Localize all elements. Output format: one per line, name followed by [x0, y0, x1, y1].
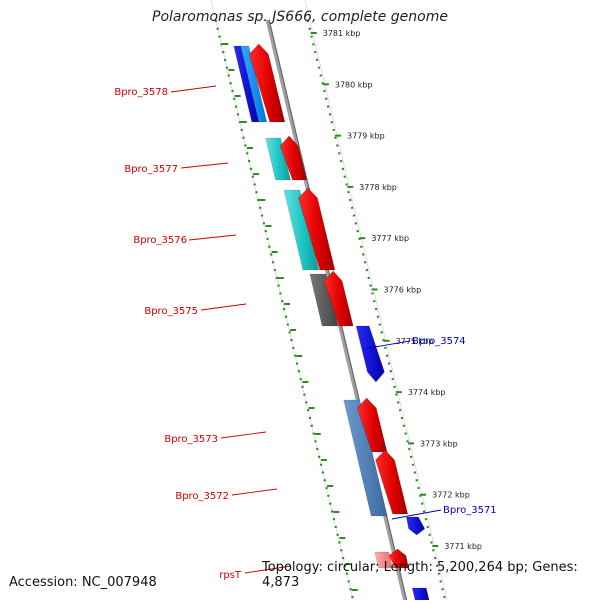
left-dotted-line — [214, 19, 355, 601]
bpro3573-arrow — [356, 397, 388, 453]
gene-leader-line — [391, 509, 442, 520]
features-layer — [233, 43, 430, 601]
gene-leader-line — [231, 488, 278, 496]
gene-label: Bpro_3573 — [164, 434, 218, 445]
gene-leader-line — [200, 303, 247, 311]
kbp-label: 3781 kbp — [323, 29, 361, 38]
bpro3576-lane — [283, 189, 320, 271]
kbp-label: 3780 kbp — [335, 80, 373, 89]
kbp-label: 3779 kbp — [347, 132, 385, 141]
gene-label: Bpro_3578 — [114, 87, 168, 98]
gene-label: Bpro_3577 — [124, 164, 178, 175]
kbp-label: 3775 kbp — [396, 337, 434, 346]
labels-layer: Bpro_3578 Bpro_3577 Bpro_3576 Bpro_3575 Bpro… — [114, 85, 497, 581]
gene-label: Bpro_3575 — [144, 306, 198, 317]
bpro3572-arrow — [375, 449, 409, 515]
gene-label: Bpro_3576 — [133, 235, 187, 246]
gene-leader-line — [362, 340, 411, 350]
kbp-label: 3774 kbp — [408, 388, 446, 397]
kbp-label: 3777 kbp — [371, 234, 409, 243]
kbp-label: 3772 kbp — [432, 491, 470, 500]
bpro3578-arrow — [248, 43, 286, 123]
topology-text: Topology: circular; Length: 5,200,264 bp… — [262, 560, 578, 590]
gene-leader-line — [170, 85, 217, 93]
gene-label: Bpro_3572 — [175, 491, 229, 502]
bpro3577-lane — [265, 137, 291, 181]
bpro3571-arrow — [406, 516, 426, 536]
bpro3577-arrow — [279, 135, 307, 181]
kbp-label: 3771 kbp — [444, 542, 482, 551]
bpro3574-arrow — [355, 325, 385, 383]
accession-text: Accession: NC_007948 — [9, 575, 157, 590]
gene-label: Bpro_3571 — [443, 505, 497, 516]
bpro3578-lane-2 — [240, 45, 268, 123]
gene-label: rpsT — [219, 570, 242, 581]
gene-label: Bpro_3574 — [412, 336, 466, 347]
bpro3575-arrow — [323, 270, 354, 327]
kbp-label: 3773 kbp — [420, 439, 458, 448]
gene-leader-line — [220, 431, 267, 439]
map-title: Polaromonas sp. JS666, complete genome — [152, 9, 448, 25]
kbp-label: 3778 kbp — [359, 183, 397, 192]
bpro3573-3572-lane — [343, 399, 388, 517]
rpst-lane — [374, 551, 393, 569]
gene-leader-line — [188, 234, 237, 241]
bpro3575-lane — [309, 273, 339, 327]
gene-leader-line — [244, 565, 292, 574]
rpst-arrow — [388, 548, 409, 569]
right-dotted-line — [306, 19, 447, 601]
bpro3576-arrow — [298, 187, 336, 271]
gene-leader-line — [180, 162, 229, 169]
kbp-label: 3776 kbp — [384, 286, 422, 295]
